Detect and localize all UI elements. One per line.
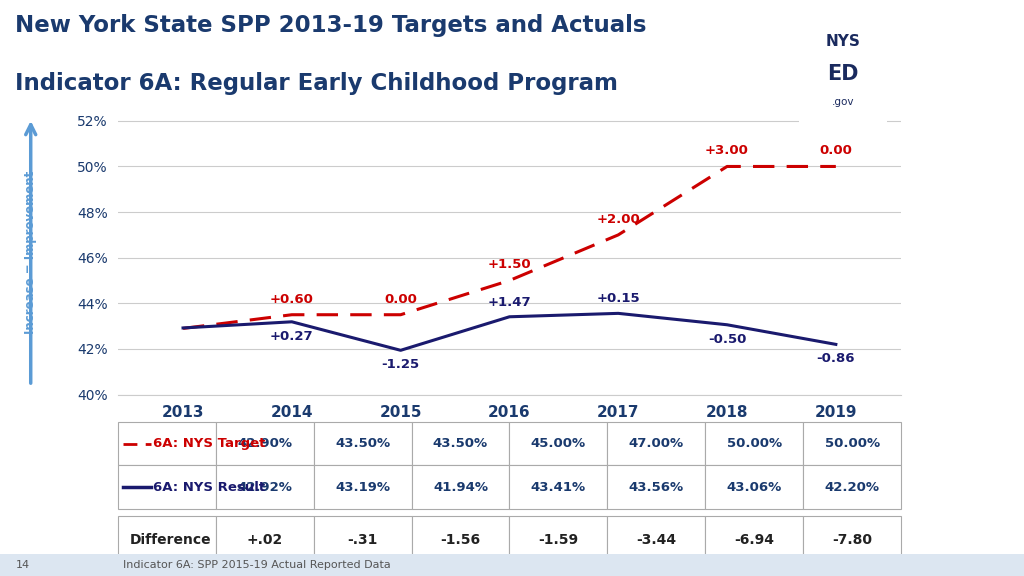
Text: 0.00: 0.00 [384,293,417,306]
Text: 43.06%: 43.06% [727,480,782,494]
Text: 50.00%: 50.00% [727,437,781,450]
Text: 6A: NYS Target: 6A: NYS Target [153,437,265,450]
Text: .gov: .gov [831,97,854,107]
Text: -7.80: -7.80 [833,533,872,547]
Text: -0.86: -0.86 [816,353,855,365]
Text: -3.44: -3.44 [636,533,677,547]
Text: -.31: -.31 [347,533,378,547]
Text: +2.00: +2.00 [596,213,640,226]
Text: -0.50: -0.50 [708,333,746,346]
Text: -1.56: -1.56 [440,533,480,547]
Text: Increase = Improvement: Increase = Improvement [25,170,37,334]
Text: STAKEHOLDER: STAKEHOLDER [895,87,980,97]
Text: 42.92%: 42.92% [238,480,292,494]
Text: 47.00%: 47.00% [629,437,684,450]
Text: +0.15: +0.15 [596,293,640,305]
Text: New York State SPP 2013-19 Targets and Actuals: New York State SPP 2013-19 Targets and A… [15,14,647,37]
Text: 0.00: 0.00 [819,145,852,157]
Text: PLAN: PLAN [895,66,926,75]
Text: -1.59: -1.59 [539,533,579,547]
Text: ENGAGEMENT: ENGAGEMENT [895,109,976,119]
Text: 42.20%: 42.20% [824,480,880,494]
Text: Indicator 6A: Regular Early Childhood Program: Indicator 6A: Regular Early Childhood Pr… [15,72,618,95]
Text: IDEA STATE: IDEA STATE [895,22,962,32]
Text: 43.56%: 43.56% [629,480,684,494]
Text: PERFORMANCE: PERFORMANCE [895,44,983,54]
Text: 43.50%: 43.50% [335,437,390,450]
Text: Difference: Difference [130,533,212,547]
Text: +.02: +.02 [247,533,283,547]
Text: ED: ED [827,64,858,84]
Text: +0.27: +0.27 [270,330,313,343]
Text: +0.60: +0.60 [270,293,313,306]
Text: 42.90%: 42.90% [238,437,292,450]
Text: 14: 14 [15,560,30,570]
Text: 45.00%: 45.00% [530,437,586,450]
Text: 50.00%: 50.00% [824,437,880,450]
Text: 43.41%: 43.41% [530,480,586,494]
Text: +3.00: +3.00 [706,145,749,157]
Text: Indicator 6A: SPP 2015-19 Actual Reported Data: Indicator 6A: SPP 2015-19 Actual Reporte… [123,560,390,570]
Text: -1.25: -1.25 [382,358,420,372]
Text: +1.47: +1.47 [487,296,531,309]
Text: NYS: NYS [825,34,860,49]
Text: 41.94%: 41.94% [433,480,488,494]
Text: 6A: NYS Result: 6A: NYS Result [153,480,264,494]
Text: 43.50%: 43.50% [433,437,488,450]
Text: +1.50: +1.50 [487,259,531,271]
Text: -6.94: -6.94 [734,533,774,547]
Text: 43.19%: 43.19% [335,480,390,494]
